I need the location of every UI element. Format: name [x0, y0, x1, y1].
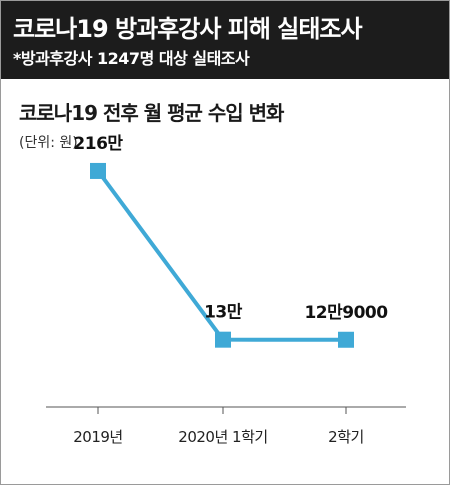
x-tick-label: 2020년 1학기	[178, 428, 267, 446]
page-subtitle: *방과후강사 1247명 대상 실태조사	[13, 49, 250, 68]
page-title: 코로나19 방과후강사 피해 실태조사	[13, 15, 363, 43]
data-point	[90, 162, 106, 179]
chart-title: 코로나19 전후 월 평균 수입 변화	[19, 101, 284, 125]
data-label: 13만	[204, 303, 243, 323]
data-label: 12만9000	[304, 303, 388, 323]
unit-label: (단위: 원)	[19, 135, 78, 151]
data-point	[215, 331, 231, 348]
data-point	[338, 331, 354, 348]
x-tick-label: 2019년	[73, 428, 122, 446]
x-tick-label: 2학기	[328, 428, 364, 446]
data-label: 216만	[73, 134, 123, 154]
header-banner: 코로나19 방과후강사 피해 실태조사 *방과후강사 1247명 대상 실태조사	[1, 1, 449, 79]
